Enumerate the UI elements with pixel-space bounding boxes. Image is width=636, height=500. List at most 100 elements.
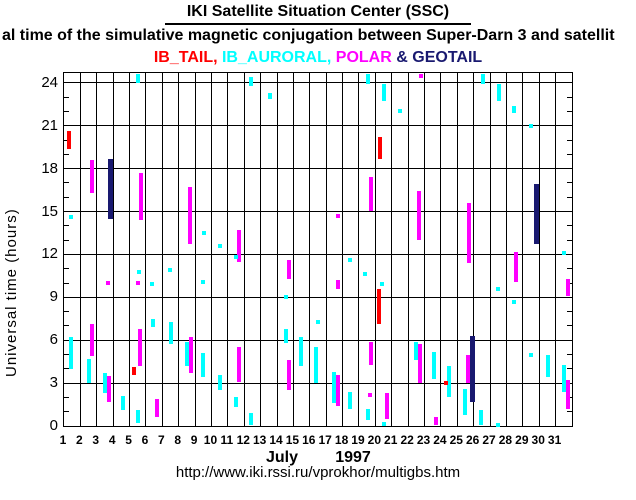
- conjunction-mark-auroral: [167, 268, 172, 273]
- conjunction-mark-auroral: [315, 319, 320, 324]
- x-day-label: 21: [384, 433, 398, 447]
- day-gridline: [505, 73, 507, 426]
- conjunction-mark-auroral: [68, 215, 73, 220]
- conjunction-mark-polar: [188, 337, 193, 374]
- x-axis-month-label: July: [265, 449, 298, 466]
- conjunction-mark-polar: [335, 213, 340, 218]
- axis-minor-tick: [567, 411, 572, 413]
- conjunction-mark-polar: [368, 392, 373, 397]
- axis-minor-tick: [567, 182, 572, 184]
- day-gridline: [473, 73, 475, 426]
- axis-minor-tick: [567, 239, 572, 241]
- axis-minor-tick: [64, 96, 69, 98]
- conjunction-mark-polar: [565, 278, 570, 296]
- conjunction-mark-auroral: [299, 337, 304, 366]
- hour-gridline: [64, 211, 572, 212]
- conjunction-mark-auroral: [366, 408, 370, 421]
- axis-minor-tick: [64, 396, 69, 398]
- axis-minor-tick: [567, 153, 572, 155]
- x-day-label: 3: [92, 433, 100, 447]
- x-day-label: 11: [220, 433, 234, 447]
- conjunction-mark-polar: [90, 324, 95, 356]
- conjunction-mark-polar: [287, 360, 292, 391]
- conjunction-mark-auroral: [331, 371, 336, 404]
- day-gridline: [342, 73, 344, 426]
- conjunction-mark-auroral: [136, 74, 141, 83]
- conjunction-mark-polar: [106, 375, 111, 402]
- axis-minor-tick: [567, 325, 572, 327]
- conjunction-mark-auroral: [217, 374, 222, 391]
- axis-minor-tick: [567, 96, 572, 98]
- conjunction-mark-polar: [467, 202, 472, 263]
- day-gridline: [391, 73, 393, 426]
- conjunction-mark-auroral: [150, 282, 155, 287]
- x-day-label: 4: [108, 433, 116, 447]
- legend-ampersand: &: [396, 49, 408, 66]
- conjunction-mark-polar: [336, 280, 341, 289]
- conjunction-mark-polar: [417, 191, 422, 241]
- conjunction-mark-auroral: [283, 328, 288, 344]
- conjunction-mark-tail: [444, 381, 449, 386]
- day-gridline: [79, 73, 81, 426]
- conjunction-mark-auroral: [496, 286, 501, 291]
- conjunction-mark-auroral: [151, 318, 156, 328]
- x-day-label: 20: [367, 433, 382, 447]
- conjunction-mark-auroral: [382, 84, 387, 102]
- conjunction-mark-auroral: [348, 258, 353, 263]
- day-gridline: [96, 73, 98, 426]
- y-tick-label: 21: [41, 116, 58, 134]
- conjunction-mark-auroral: [217, 243, 222, 248]
- conjunction-mark-auroral: [512, 299, 517, 304]
- conjunction-mark-tail: [67, 131, 72, 149]
- conjunction-mark-polar: [368, 177, 373, 212]
- y-axis-title: Universal time (hours): [3, 208, 20, 378]
- conjunction-mark-tail: [377, 137, 382, 159]
- day-gridline: [374, 73, 376, 426]
- x-day-label: 31: [547, 433, 562, 447]
- day-gridline: [358, 73, 360, 426]
- day-gridline: [538, 73, 540, 426]
- day-gridline: [145, 73, 147, 426]
- x-day-label: 17: [318, 433, 332, 447]
- x-day-label: 24: [433, 433, 447, 447]
- conjunction-mark-auroral: [86, 358, 91, 384]
- conjunction-mark-auroral: [234, 255, 239, 260]
- day-gridline: [276, 73, 278, 426]
- x-day-label: 19: [351, 433, 365, 447]
- conjunction-mark-polar: [466, 354, 471, 384]
- conjunction-mark-auroral: [348, 391, 353, 409]
- hour-gridline: [64, 253, 572, 255]
- page-title: IKI Satellite Situation Center (SSC): [0, 3, 636, 25]
- x-day-label: 27: [482, 433, 496, 447]
- conjunction-mark-auroral: [529, 352, 534, 357]
- page-title-text: IKI Satellite Situation Center (SSC): [164, 3, 472, 25]
- chart-legend: IB_TAIL, IB_AURORAL, POLAR & GEOTAIL: [0, 49, 636, 67]
- conjunction-mark-geotail: [470, 335, 476, 402]
- conjunction-mark-polar: [565, 380, 570, 409]
- conjunction-mark-geotail: [533, 184, 539, 245]
- conjunction-mark-auroral: [365, 74, 370, 85]
- conjunction-mark-auroral: [363, 272, 368, 277]
- conjunction-mark-auroral: [545, 354, 550, 378]
- conjunction-mark-auroral: [168, 321, 173, 345]
- conjunction-mark-polar: [417, 344, 422, 384]
- y-tick-label: 24: [41, 73, 58, 91]
- conjunction-mark-polar: [89, 160, 94, 193]
- axis-minor-tick: [64, 311, 69, 313]
- conjunction-mark-auroral: [200, 279, 205, 284]
- x-day-label: 16: [302, 433, 316, 447]
- x-day-label: 26: [465, 433, 480, 447]
- conjunction-mark-auroral: [102, 373, 107, 394]
- conjunction-mark-auroral: [234, 397, 239, 408]
- day-gridline: [161, 73, 163, 426]
- y-tick-label: 0: [49, 417, 58, 434]
- conjunction-mark-polar: [418, 74, 423, 78]
- x-day-label: 13: [252, 433, 267, 447]
- conjunction-mark-polar: [433, 417, 438, 425]
- conjunction-mark-polar: [513, 251, 518, 282]
- day-gridline: [309, 73, 311, 426]
- conjunction-mark-auroral: [431, 351, 436, 379]
- conjunction-mark-auroral: [414, 341, 419, 361]
- conjunction-mark-auroral: [479, 410, 484, 425]
